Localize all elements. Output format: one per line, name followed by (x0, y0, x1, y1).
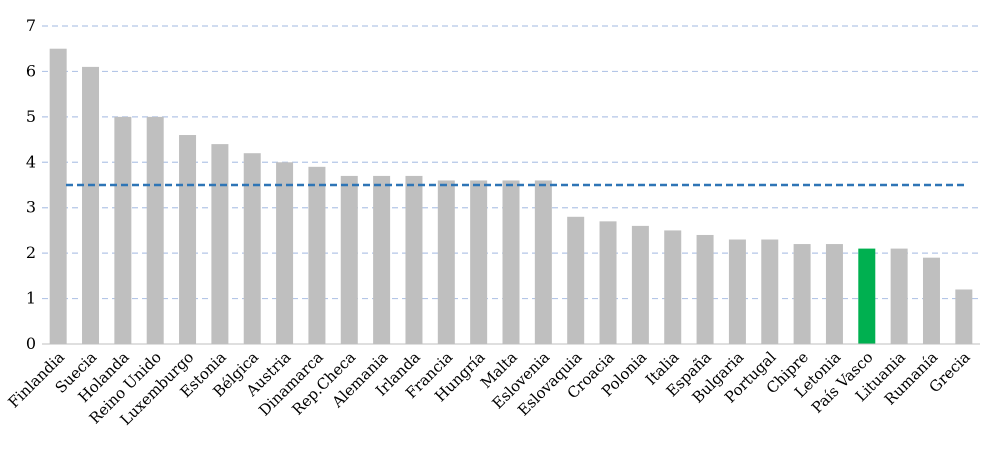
bar-dinamarca (308, 166, 326, 344)
bar-suecia (82, 66, 100, 344)
bar-alemania (373, 175, 391, 344)
bar-austria (276, 162, 294, 344)
bar-finlandia (49, 48, 67, 344)
bar-chipre (793, 244, 811, 344)
y-tick-label: 1 (26, 289, 36, 308)
bar-polonia (631, 225, 649, 344)
bar-rep-checa (340, 175, 358, 344)
y-tick-label: 4 (26, 152, 36, 171)
bar-hungría (470, 180, 488, 344)
bar-letonia (825, 244, 843, 344)
bar-eslovaquia (567, 216, 585, 344)
y-tick-label: 3 (26, 198, 36, 217)
y-tick-label: 2 (26, 243, 36, 262)
bar-irlanda (405, 175, 423, 344)
bar-malta (502, 180, 520, 344)
y-axis-tick-labels: 0 1 2 3 4 5 6 7 (26, 16, 36, 353)
bars (49, 48, 973, 344)
bar-portugal (761, 239, 779, 344)
gridlines (42, 25, 980, 300)
bar-país-vasco (858, 248, 876, 344)
y-tick-label: 5 (26, 107, 36, 126)
bar-francia (437, 180, 455, 344)
bar-luxemburgo (179, 135, 197, 344)
bar-croacia (599, 221, 617, 344)
bar-italia (664, 230, 682, 344)
bar-eslovenia (534, 180, 552, 344)
bar-bélgica (243, 153, 261, 344)
bar-bulgaria (728, 239, 746, 344)
bar-estonia (211, 144, 229, 344)
bar-reino-unido (146, 116, 164, 344)
y-tick-label: 7 (26, 16, 36, 35)
y-tick-label: 6 (26, 61, 36, 80)
bar-grecia (955, 289, 973, 344)
bar-españa (696, 234, 714, 344)
bar-holanda (114, 116, 132, 344)
bar-lituania (890, 248, 908, 344)
y-tick-label: 0 (26, 334, 36, 353)
bar-rumanía (922, 257, 940, 344)
